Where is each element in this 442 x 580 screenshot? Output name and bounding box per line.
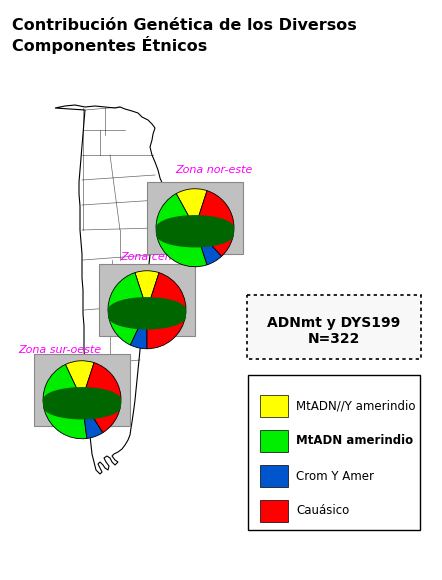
Wedge shape bbox=[130, 310, 147, 349]
Ellipse shape bbox=[156, 217, 234, 242]
Ellipse shape bbox=[108, 303, 186, 328]
Wedge shape bbox=[195, 191, 234, 256]
Wedge shape bbox=[82, 362, 121, 433]
Text: Cauásico: Cauásico bbox=[296, 505, 349, 517]
Ellipse shape bbox=[108, 304, 186, 329]
Ellipse shape bbox=[108, 300, 186, 325]
Text: Zona centro: Zona centro bbox=[120, 252, 187, 262]
Wedge shape bbox=[135, 271, 159, 310]
Bar bbox=[260, 500, 288, 522]
Ellipse shape bbox=[108, 299, 186, 324]
Bar bbox=[260, 465, 288, 487]
Wedge shape bbox=[156, 194, 207, 267]
Ellipse shape bbox=[43, 388, 121, 414]
Wedge shape bbox=[65, 361, 94, 400]
Ellipse shape bbox=[43, 389, 121, 415]
Text: Contribución Genética de los Diversos
Componentes Étnicos: Contribución Genética de los Diversos Co… bbox=[12, 18, 357, 54]
Ellipse shape bbox=[156, 216, 234, 241]
Wedge shape bbox=[195, 228, 222, 265]
Ellipse shape bbox=[43, 394, 121, 419]
Ellipse shape bbox=[43, 387, 121, 412]
Ellipse shape bbox=[43, 391, 121, 416]
Text: Zona nor-este: Zona nor-este bbox=[175, 165, 252, 175]
Wedge shape bbox=[147, 273, 186, 349]
Ellipse shape bbox=[43, 390, 121, 415]
Text: Zona sur-oeste: Zona sur-oeste bbox=[18, 345, 101, 355]
Ellipse shape bbox=[156, 218, 234, 244]
Wedge shape bbox=[108, 273, 147, 345]
Bar bbox=[34, 354, 130, 426]
Bar bbox=[260, 430, 288, 452]
Ellipse shape bbox=[156, 219, 234, 244]
Text: Crom Y Amer: Crom Y Amer bbox=[296, 469, 374, 483]
Ellipse shape bbox=[43, 392, 121, 418]
Ellipse shape bbox=[108, 298, 186, 324]
Ellipse shape bbox=[156, 220, 234, 245]
Wedge shape bbox=[176, 188, 207, 228]
Text: MtADN//Y amerindio: MtADN//Y amerindio bbox=[296, 400, 415, 412]
Bar bbox=[260, 395, 288, 417]
Ellipse shape bbox=[43, 393, 121, 418]
Ellipse shape bbox=[156, 221, 234, 246]
Polygon shape bbox=[55, 105, 165, 474]
Ellipse shape bbox=[108, 301, 186, 327]
FancyBboxPatch shape bbox=[247, 295, 421, 359]
Wedge shape bbox=[43, 364, 87, 438]
Text: MtADN amerindio: MtADN amerindio bbox=[296, 434, 413, 448]
Bar bbox=[248, 375, 420, 530]
Ellipse shape bbox=[156, 222, 234, 248]
Ellipse shape bbox=[156, 215, 234, 241]
Bar bbox=[147, 182, 243, 254]
Bar bbox=[99, 264, 195, 336]
Wedge shape bbox=[82, 400, 103, 438]
Ellipse shape bbox=[108, 302, 186, 328]
Ellipse shape bbox=[108, 297, 186, 322]
Text: ADNmt y DYS199
N=322: ADNmt y DYS199 N=322 bbox=[267, 316, 400, 346]
